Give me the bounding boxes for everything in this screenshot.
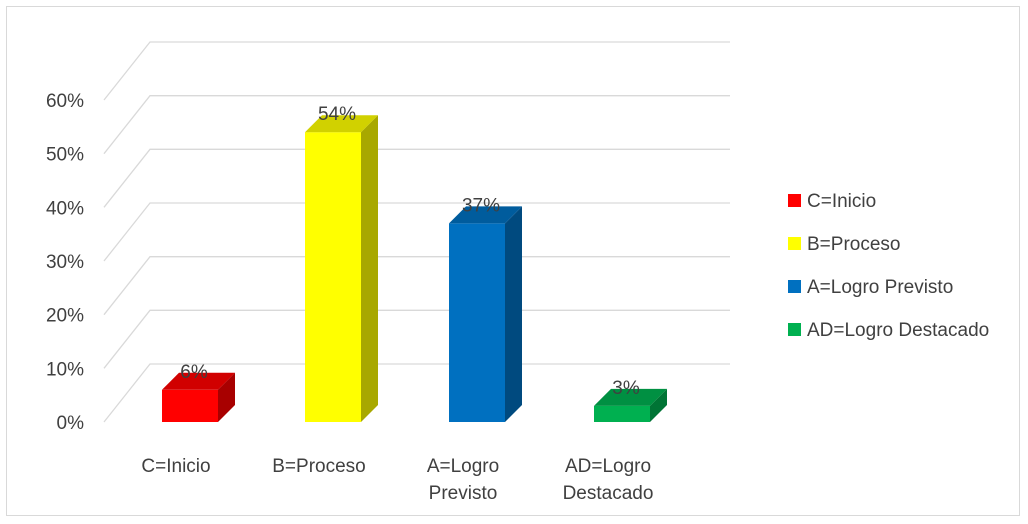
legend-label: B=Proceso — [807, 234, 900, 255]
category-label: C=Inicio — [141, 456, 210, 477]
bar — [305, 115, 378, 422]
legend-label: A=Logro Previsto — [807, 277, 953, 298]
legend-swatch — [788, 194, 801, 207]
data-label: 37% — [462, 195, 500, 216]
legend-swatch — [788, 280, 801, 293]
y-tick-label: 50% — [46, 145, 84, 166]
category-label: A=Logro — [427, 456, 499, 477]
y-tick-label: 60% — [46, 91, 84, 112]
y-tick-label: 20% — [46, 306, 84, 327]
gridline — [103, 148, 730, 208]
category-label: Destacado — [563, 483, 654, 504]
bar-side — [650, 388, 667, 422]
category-label: B=Proceso — [272, 456, 365, 477]
y-tick-label: 30% — [46, 252, 84, 273]
bar-front — [594, 405, 650, 422]
legend-swatch — [788, 237, 801, 250]
data-label: 3% — [612, 378, 640, 399]
bar-top — [162, 372, 235, 390]
x-axis-categories: C=Inicio B=Proceso A=Logro Previsto AD=Logro… — [141, 456, 653, 504]
legend-label: C=Inicio — [807, 191, 876, 212]
data-label: 54% — [318, 104, 356, 125]
y-axis-ticks: 0% 10% 20% 30% 40% 50% 60% — [46, 91, 84, 434]
gridline — [103, 363, 730, 423]
bar-top — [305, 115, 378, 133]
bar-top — [594, 388, 667, 406]
bar-side — [218, 372, 235, 422]
legend-label: AD=Logro Destacado — [807, 320, 989, 341]
data-label: 6% — [180, 362, 208, 383]
gridline — [103, 95, 730, 155]
y-tick-label: 10% — [46, 359, 84, 380]
bar — [162, 372, 235, 422]
bar-front — [449, 223, 505, 422]
bar-front — [305, 132, 361, 422]
gridlines — [103, 41, 730, 423]
gridline — [103, 309, 730, 369]
gridline — [103, 202, 730, 262]
gridline — [103, 41, 730, 101]
y-tick-label: 40% — [46, 198, 84, 219]
bar-front — [162, 389, 218, 422]
category-label: AD=Logro — [565, 456, 651, 477]
bar-top — [449, 206, 522, 224]
bar — [449, 206, 522, 422]
legend: C=Inicio B=Proceso A=Logro Previsto AD=Logr… — [788, 191, 989, 341]
bars — [162, 115, 667, 422]
data-labels: 6% 54% 37% 3% — [180, 104, 640, 399]
bar-side — [361, 115, 378, 422]
legend-swatch — [788, 323, 801, 336]
bar-side — [505, 206, 522, 422]
bar — [594, 388, 667, 422]
y-tick-label: 0% — [57, 413, 85, 434]
gridline — [103, 256, 730, 316]
category-label: Previsto — [429, 483, 498, 504]
